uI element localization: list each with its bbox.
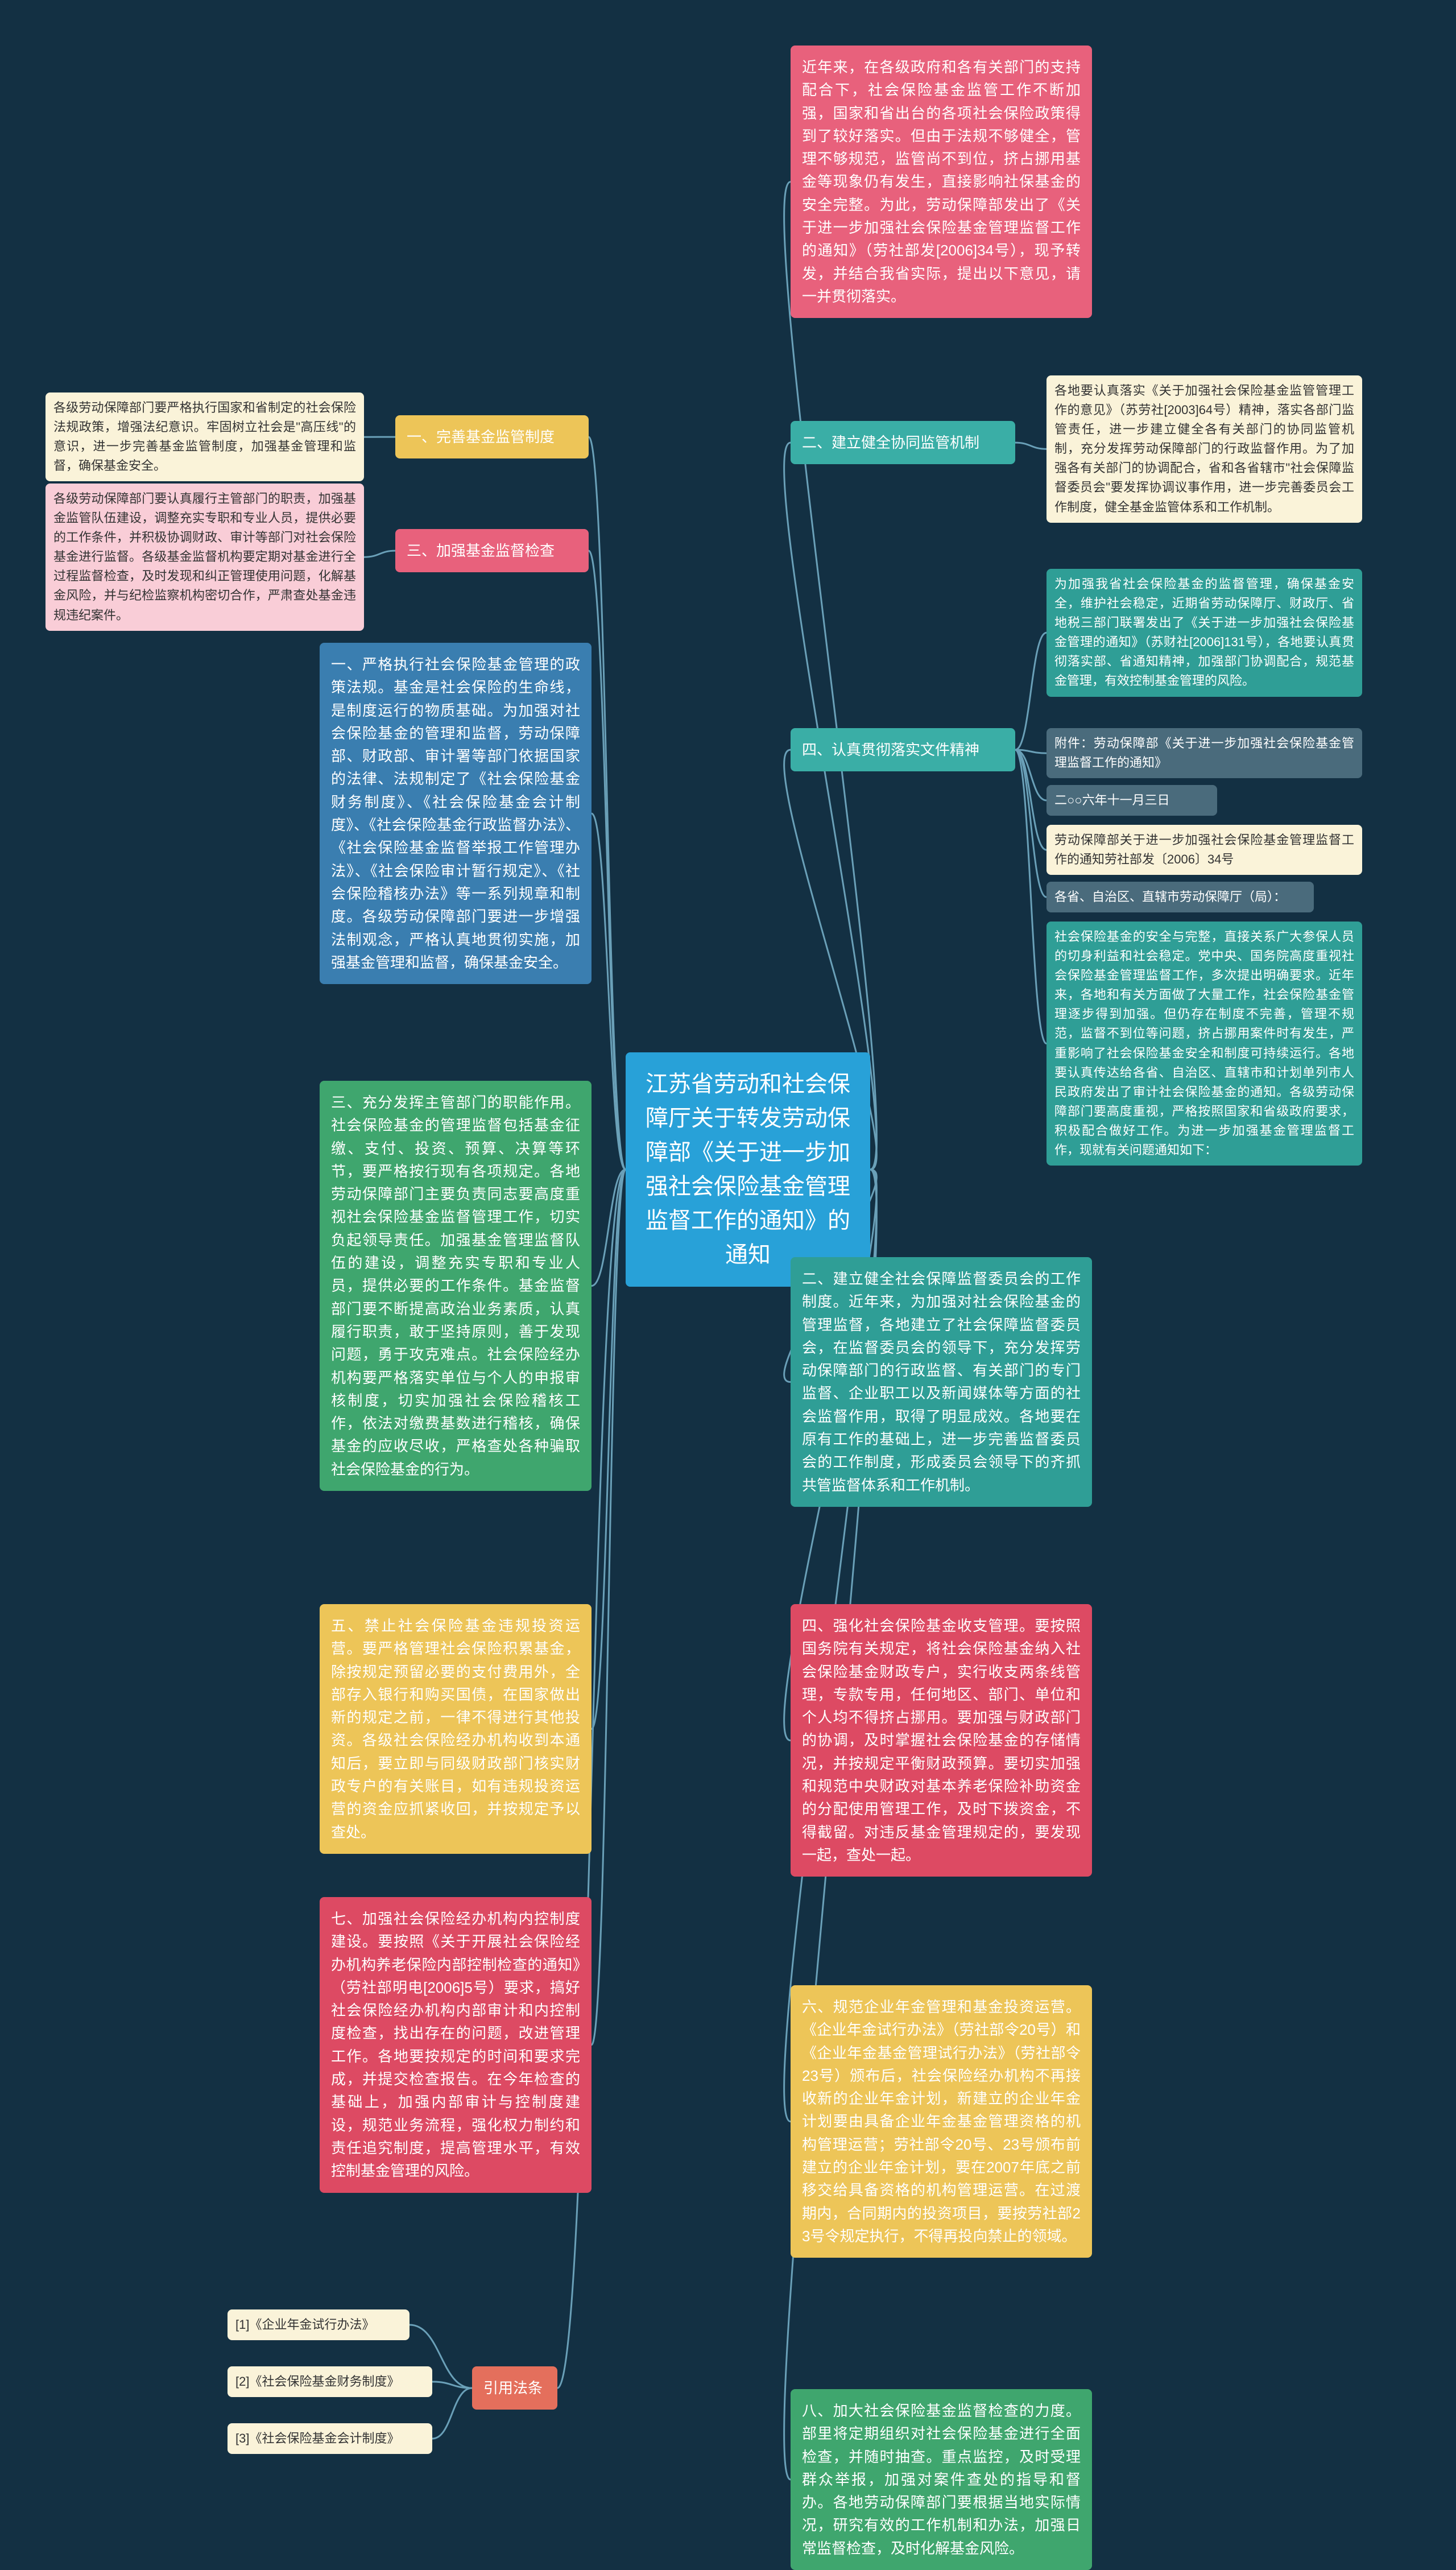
- node-l_head_3: 三、加强基金监督检查: [395, 529, 589, 572]
- node-l_body_1: 各级劳动保障部门要严格执行国家和省制定的社会保险法规政策，增强法纪意识。牢固树立…: [46, 392, 364, 481]
- node-r_head_2: 二、建立健全协同监管机制: [791, 421, 1015, 464]
- node-law_3: [3]《社会保险基金会计制度》: [228, 2423, 432, 2454]
- node-l_detail_3: 三、充分发挥主管部门的职能作用。社会保险基金的管理监督包括基金征缴、支付、投资、…: [320, 1081, 592, 1491]
- node-r_body_4e: 各省、自治区、直辖市劳动保障厅（局）：: [1046, 882, 1314, 912]
- node-l_head_1: 一、完善基金监管制度: [395, 415, 589, 458]
- node-r_body_4f: 社会保险基金的安全与完整，直接关系广大参保人员的切身利益和社会稳定。党中央、国务…: [1046, 922, 1362, 1166]
- node-law_head: 引用法条: [472, 2366, 557, 2410]
- node-r_head_4: 四、认真贯彻落实文件精神: [791, 728, 1015, 771]
- node-r_detail_4: 四、强化社会保险基金收支管理。要按照国务院有关规定，将社会保险基金纳入社会保险基…: [791, 1604, 1092, 1877]
- node-r_body_2: 各地要认真落实《关于加强社会保险基金监管管理工作的意见》（苏劳社[2003]64…: [1046, 375, 1362, 523]
- node-l_detail_5: 五、禁止社会保险基金违规投资运营。要严格管理社会保险积累基金，除按规定预留必要的…: [320, 1604, 592, 1854]
- node-center: 江苏省劳动和社会保障厅关于转发劳动保障部《关于进一步加强社会保险基金管理监督工作…: [626, 1052, 870, 1287]
- node-r_body_4d: 劳动保障部关于进一步加强社会保险基金管理监督工作的通知劳社部发〔2006〕34号: [1046, 825, 1362, 875]
- node-r_body_4c: 二○○六年十一月三日: [1046, 785, 1217, 816]
- node-r_detail_2: 二、建立健全社会保障监督委员会的工作制度。近年来，为加强对社会保险基金的管理监督…: [791, 1257, 1092, 1507]
- node-l_detail_7: 七、加强社会保险经办机构内控制度建设。要按照《关于开展社会保险经办机构养老保险内…: [320, 1897, 592, 2193]
- node-law_2: [2]《社会保险基金财务制度》: [228, 2366, 432, 2397]
- node-r_body_4b: 附件：劳动保障部《关于进一步加强社会保险基金管理监督工作的通知》: [1046, 728, 1362, 778]
- node-l_body_3: 各级劳动保障部门要认真履行主管部门的职责，加强基金监管队伍建设，调整充实专职和专…: [46, 484, 364, 631]
- node-law_1: [1]《企业年金试行办法》: [228, 2309, 410, 2340]
- node-top_r_intro: 近年来，在各级政府和各有关部门的支持配合下，社会保险基金监管工作不断加强，国家和…: [791, 46, 1092, 318]
- node-r_detail_6: 六、规范企业年金管理和基金投资运营。《企业年金试行办法》（劳社部令20号）和《企…: [791, 1985, 1092, 2258]
- node-l_detail_1: 一、严格执行社会保险基金管理的政策法规。基金是社会保险的生命线，是制度运行的物质…: [320, 643, 592, 984]
- node-r_body_4a: 为加强我省社会保险基金的监督管理，确保基金安全，维护社会稳定，近期省劳动保障厅、…: [1046, 569, 1362, 697]
- node-r_detail_8: 八、加大社会保险基金监督检查的力度。部里将定期组织对社会保险基金进行全面检查，并…: [791, 2389, 1092, 2570]
